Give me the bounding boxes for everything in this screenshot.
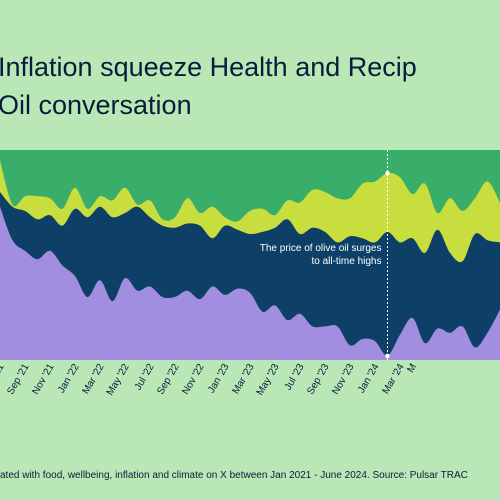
x-tick-label: Sep '23: [305, 362, 332, 397]
x-tick-label: Mar '22: [81, 362, 107, 396]
chart-title-line-2: Oil conversation: [0, 90, 192, 120]
x-tick-label: May '23: [255, 362, 282, 398]
chart-title-line-1: Inflation squeeze Health and Recip: [0, 52, 417, 82]
x-tick-label: M: [405, 362, 419, 375]
x-tick-label: Mar '23: [231, 362, 257, 396]
x-tick-label: Jan '23: [206, 362, 232, 396]
source-footnote: ated with food, wellbeing, inflation and…: [0, 470, 468, 481]
annotation-marker-top: [385, 170, 390, 176]
x-tick-label: Nov '23: [330, 362, 357, 397]
x-tick-label: Jan '24: [356, 362, 382, 396]
x-tick-label: Sep '22: [155, 362, 182, 397]
annotation-text-line-1: The price of olive oil surges: [260, 243, 382, 254]
x-tick-label: Nov '21: [30, 362, 57, 397]
x-tick-label: Jan '22: [56, 362, 82, 396]
x-tick-label: May '22: [105, 362, 132, 398]
series-purple-area: [0, 206, 500, 360]
x-tick-label: '21: [0, 362, 7, 379]
x-tick-label: Sep '21: [5, 362, 32, 397]
x-tick-label: Mar '24: [381, 362, 407, 396]
x-tick-label: Nov '22: [180, 362, 207, 397]
x-tick-label: Jul '23: [283, 362, 307, 393]
chart-title: Inflation squeeze Health and Recip Oil c…: [0, 48, 500, 124]
annotation-text-line-2: to all-time highs: [311, 256, 381, 267]
annotation-marker-bottom: [385, 353, 390, 358]
x-tick-label: Jul '22: [133, 362, 157, 393]
